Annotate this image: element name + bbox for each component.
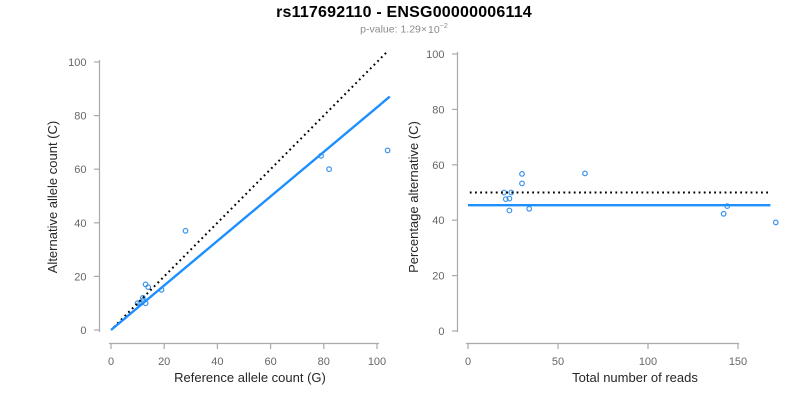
x-tick-label: 80 [318, 356, 330, 368]
data-point [506, 195, 513, 202]
data-point [526, 205, 533, 212]
identity-line [112, 51, 388, 329]
x-tick-label: 40 [211, 356, 223, 368]
data-point [145, 284, 152, 291]
x-tick-label: 100 [639, 356, 657, 368]
data-point [502, 196, 509, 203]
data-point [772, 219, 779, 226]
pvalue-mantissa: 1.29 [400, 23, 421, 36]
data-point [720, 210, 727, 217]
y-axis-title: Percentage alternative (C) [406, 121, 421, 273]
pvalue-base: 10 [428, 23, 440, 36]
pvalue-label: p-value: [360, 23, 401, 36]
y-tick-label: 80 [74, 111, 86, 123]
figure-subtitle: p-value: 1.29×10−2 [4, 22, 800, 36]
y-tick-label: 100 [426, 49, 444, 61]
pvalue-exponent: −2 [439, 22, 448, 30]
y-tick-label: 20 [432, 271, 444, 283]
x-axis-title: Reference allele count (G) [174, 370, 326, 385]
x-tick-label: 150 [729, 356, 747, 368]
fit-line [110, 95, 391, 331]
x-axis-title: Total number of reads [572, 370, 698, 385]
y-tick-label: 20 [74, 271, 86, 283]
y-tick-label: 0 [80, 325, 86, 337]
data-point [519, 170, 525, 177]
y-tick-label: 40 [74, 218, 86, 230]
y-tick-label: 100 [68, 57, 86, 69]
data-point [384, 147, 391, 154]
y-tick-label: 80 [432, 104, 444, 116]
data-point [182, 227, 189, 234]
data-point [326, 166, 333, 173]
x-tick-label: 0 [465, 356, 471, 368]
x-tick-label: 60 [264, 356, 276, 368]
data-point [519, 180, 525, 187]
data-point [508, 189, 515, 196]
y-tick-label: 60 [432, 160, 444, 172]
figure-title: rs117692110 - ENSG00000006114 [276, 4, 532, 21]
y-tick-label: 40 [432, 215, 444, 227]
y-tick-label: 60 [74, 164, 86, 176]
pvalue-times-sign: × [420, 23, 428, 36]
x-tick-label: 50 [552, 356, 564, 368]
x-tick-label: 0 [108, 356, 114, 368]
x-tick-label: 100 [368, 356, 386, 368]
data-point [139, 294, 146, 301]
y-tick-label: 0 [438, 326, 444, 338]
data-point [582, 170, 588, 177]
data-point [134, 300, 141, 307]
x-tick-label: 20 [158, 356, 170, 368]
y-axis-title: Alternative allele count (C) [45, 121, 60, 273]
data-point [506, 207, 513, 214]
